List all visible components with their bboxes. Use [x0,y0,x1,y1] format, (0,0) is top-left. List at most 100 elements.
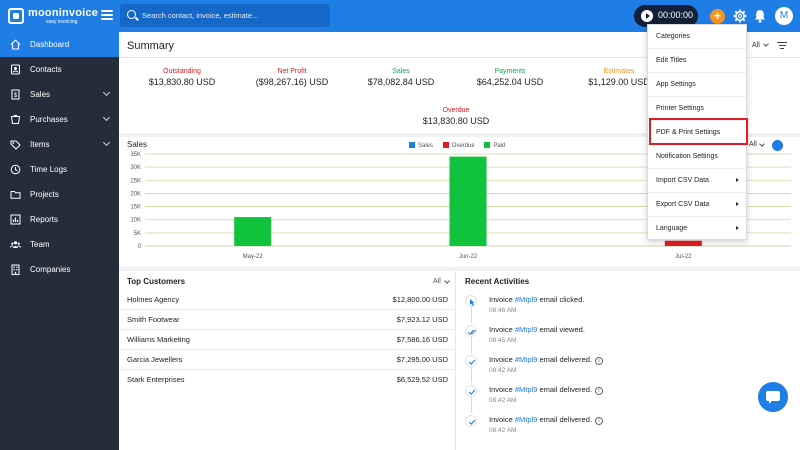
list-item[interactable]: Invoice #Mtpl9 email delivered. i 08:42 A… [457,383,800,413]
x-tick-label: Jun-22 [459,254,478,260]
brand-name: mooninvoice [28,7,99,19]
sidebar-item-dashboard[interactable]: Dashboard [0,32,119,57]
info-icon[interactable]: i [595,417,603,425]
play-icon[interactable] [641,10,653,22]
activity-ref-link[interactable]: #Mtpl9 [514,415,538,424]
menu-item-import-csv[interactable]: Import CSV Data [648,169,746,193]
bar-paid-jun-22[interactable] [449,156,487,246]
sidebar: Dashboard Contacts $ Sales Purchases Ite… [0,32,119,450]
summary-filter-dropdown[interactable]: All [752,42,760,49]
timer-display: 00:00:00 [658,10,694,20]
bar-overdue-jul-22[interactable] [664,240,702,246]
user-avatar[interactable]: M [775,7,793,25]
menu-item-printer-settings[interactable]: Printer Settings [648,97,746,121]
activity-ref-link[interactable]: #Mtpl9 [514,385,538,394]
sidebar-item-items[interactable]: Items [0,132,119,157]
contacts-icon [11,64,20,75]
stat-label: Estimates [603,68,635,75]
sidebar-item-sales[interactable]: $ Sales [0,82,119,107]
sidebar-item-label: Time Logs [30,165,68,174]
check-icon [465,415,477,427]
chevron-down-icon[interactable] [102,138,111,147]
menu-item-language[interactable]: Language [648,217,746,241]
stat-payments[interactable]: Payments $64,252.04 USD [455,68,565,87]
list-item[interactable]: Invoice #Mtpl9 email delivered. i 08:42 A… [457,413,800,443]
activity-text: Invoice #Mtpl9 email viewed. [489,325,585,334]
stat-value: ($98,267.16) USD [255,77,329,87]
legend-item-paid[interactable]: Paid [484,142,505,149]
sidebar-item-projects[interactable]: Projects [0,182,119,207]
panel-title: Recent Activities [465,277,530,286]
customer-amount: $7,923.12 USD [396,315,448,324]
gear-icon[interactable] [733,9,747,23]
divider [119,133,800,137]
info-icon[interactable]: i [595,387,603,395]
legend-item-sales[interactable]: Sales [409,142,433,149]
list-item[interactable]: Invoice #Mtpl9 email clicked. 08:46 AM [457,293,800,323]
stat-value: $64,252.04 USD [476,77,544,87]
menu-item-app-settings[interactable]: App Settings [648,73,746,97]
top-customers-panel: Top Customers All Holmes Agency $12,800.… [119,271,456,450]
chevron-down-icon[interactable] [759,141,765,147]
bell-icon[interactable] [754,9,766,23]
chevron-down-icon[interactable] [102,88,111,97]
stat-estimates[interactable]: Estimates $1,129.00 USD [564,68,674,87]
main-content: Summary All Outstanding $13,830.80 USD N… [119,32,800,450]
legend-item-overdue[interactable]: Overdue [442,142,475,149]
stat-net-profit[interactable]: Net Profit ($98,267.16) USD [237,68,347,87]
chart-options-icon[interactable] [772,140,783,151]
menu-item-categories[interactable]: Categories [648,25,746,49]
sidebar-item-reports[interactable]: Reports [0,207,119,232]
list-item[interactable]: Invoice #Mtpl9 email viewed. 08:45 AM [457,323,800,353]
chevron-down-icon[interactable] [444,278,450,284]
stat-sales[interactable]: Sales $78,082.84 USD [346,68,456,87]
sidebar-item-contacts[interactable]: Contacts [0,57,119,82]
timer-widget[interactable]: 00:00:00 [634,5,698,27]
stat-overdue[interactable]: Overdue $13,830.80 USD [401,107,511,126]
add-new-button[interactable]: + [710,9,725,24]
customers-filter-dropdown[interactable]: All [433,278,441,285]
search-box [120,4,330,27]
bar-paid-may-22[interactable] [234,217,272,246]
stat-label: Outstanding [163,68,201,75]
chat-button[interactable] [758,382,788,412]
sidebar-item-label: Projects [30,190,59,199]
y-tick-label: 30K [130,165,141,171]
svg-text:$: $ [14,93,18,99]
sidebar-item-purchases[interactable]: Purchases [0,107,119,132]
menu-item-edit-titles[interactable]: Edit Titles [648,49,746,73]
list-item[interactable]: Invoice #Mtpl9 email delivered. i 08:42 A… [457,353,800,383]
app-logo[interactable]: mooninvoice easy invoicing [8,7,98,27]
folder-icon [10,191,21,199]
table-row[interactable]: Williams Marketing $7,586.16 USD [119,330,456,350]
sidebar-item-companies[interactable]: Companies [0,257,119,282]
table-row[interactable]: Holmes Agency $12,800.00 USD [119,290,456,310]
menu-item-label: Edit Titles [656,57,687,64]
sidebar-item-team[interactable]: Team [0,232,119,257]
table-row[interactable]: Smith Footwear $7,923.12 USD [119,310,456,330]
chart-filter-dropdown[interactable]: All [749,141,757,148]
activity-ref-link[interactable]: #Mtpl9 [514,355,538,364]
y-tick-label: 0 [138,244,142,250]
table-row[interactable]: Garcia Jewellers $7,295.00 USD [119,350,456,370]
table-row[interactable]: Stark Enterprises $6,529.52 USD [119,370,456,390]
chevron-down-icon[interactable] [763,41,769,47]
menu-toggle-icon[interactable] [101,10,113,21]
chevron-down-icon[interactable] [102,113,111,122]
filter-icon[interactable] [777,42,787,50]
stat-outstanding[interactable]: Outstanding $13,830.80 USD [127,68,237,87]
sidebar-item-label: Sales [30,90,51,99]
activity-ref-link[interactable]: #Mtpl9 [514,325,538,334]
info-icon[interactable]: i [595,357,603,365]
menu-item-notification-settings[interactable]: Notification Settings [648,145,746,169]
sidebar-item-time-logs[interactable]: Time Logs [0,157,119,182]
search-input[interactable] [142,9,322,22]
check-icon [465,355,477,367]
menu-item-label: Export CSV Data [656,201,710,208]
menu-item-export-csv[interactable]: Export CSV Data [648,193,746,217]
y-tick-label: 25K [130,178,141,184]
purchases-icon [10,114,21,124]
sidebar-item-label: Purchases [30,115,68,124]
activity-time: 08:45 AM [489,337,517,344]
activity-ref-link[interactable]: #Mtpl9 [514,295,538,304]
